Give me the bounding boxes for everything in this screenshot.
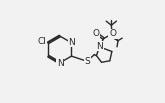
Text: N: N <box>57 59 64 68</box>
Text: O: O <box>109 29 116 39</box>
Text: N: N <box>96 42 103 51</box>
Text: O: O <box>92 29 99 38</box>
Text: Cl: Cl <box>37 37 46 46</box>
Text: S: S <box>84 57 90 66</box>
Text: N: N <box>69 38 75 47</box>
